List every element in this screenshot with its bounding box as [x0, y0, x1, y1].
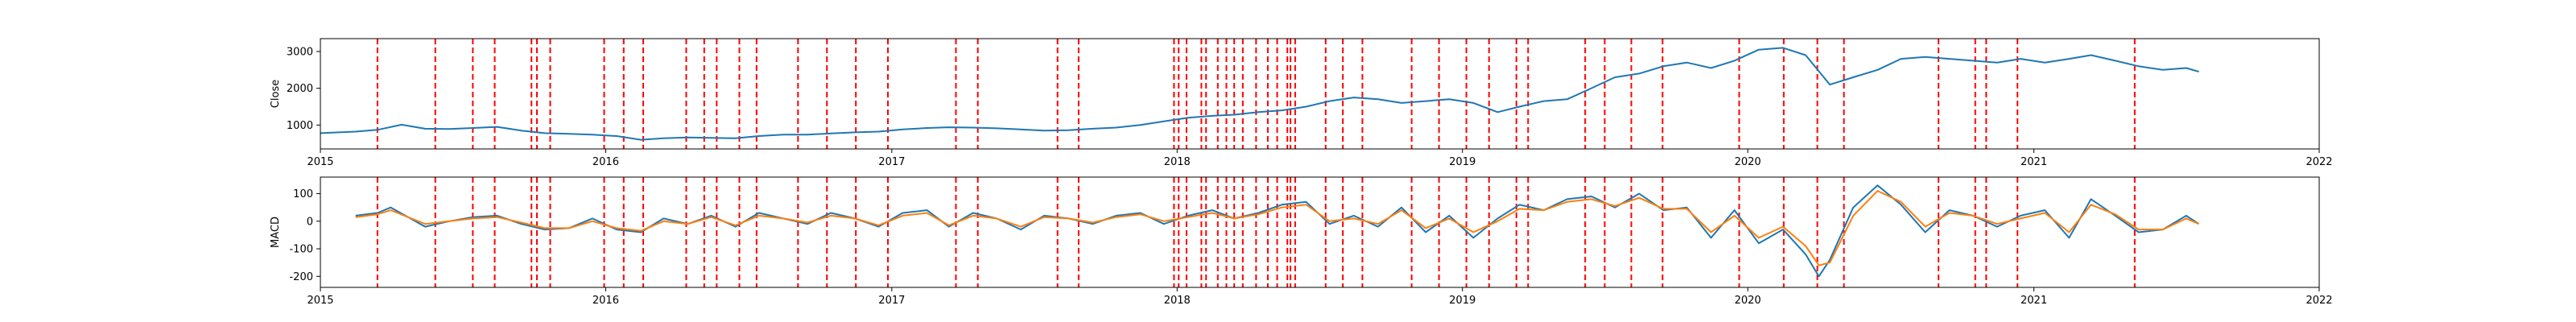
- macd-event-lines: [376, 177, 2136, 287]
- macd-x-tick-label: 2018: [1164, 295, 1191, 307]
- close-x-axis: 2015 2016 2017 2018 2019 2020 2021 2022: [307, 149, 2333, 168]
- macd-y-axis: -200 -100 0 100: [289, 188, 320, 283]
- macd-series-group: [355, 184, 2200, 278]
- macd-y-tick-label: 100: [293, 188, 313, 200]
- close-x-tick-label: 2016: [592, 156, 619, 168]
- macd-panel: 2015 2016 2017 2018 2019 2020 2021 2022 -200 -10…: [270, 176, 2333, 307]
- macd-y-axis-label: MACD: [270, 217, 282, 248]
- macd-x-axis: 2015 2016 2017 2018 2019 2020 2021 2022: [307, 287, 2333, 307]
- macd-x-tick-label: 2015: [307, 295, 333, 307]
- macd-x-tick-label: 2022: [2306, 295, 2332, 307]
- close-x-tick-label: 2021: [2021, 156, 2047, 168]
- close-x-tick-label: 2019: [1449, 156, 1476, 168]
- macd-x-tick-label: 2021: [2021, 295, 2047, 307]
- close-x-tick-label: 2017: [878, 156, 905, 168]
- macd-x-tick-label: 2017: [878, 295, 905, 307]
- close-x-tick-label: 2018: [1164, 156, 1191, 168]
- macd-x-tick-label: 2020: [1735, 295, 1761, 307]
- close-series-group: [320, 47, 2199, 141]
- close-event-lines: [376, 39, 2136, 149]
- close-y-axis-label: Close: [270, 80, 282, 108]
- close-line: [320, 47, 2199, 141]
- close-x-tick-label: 2015: [307, 156, 333, 168]
- close-y-axis: 1000 2000 3000: [287, 46, 320, 132]
- close-y-tick-label: 2000: [287, 83, 313, 95]
- close-x-tick-label: 2020: [1735, 156, 1761, 168]
- close-y-tick-label: 1000: [287, 120, 313, 132]
- macd-y-tick-label: -200: [289, 271, 313, 283]
- close-price-panel: 2015 2016 2017 2018 2019 2020 2021 2022 1000 200…: [270, 38, 2333, 168]
- macd-y-tick-label: 0: [307, 216, 313, 228]
- close-x-tick-label: 2022: [2306, 156, 2332, 168]
- macd-axes-frame: [320, 176, 2320, 288]
- signal-line: [355, 190, 2199, 266]
- close-axes-frame: [320, 38, 2320, 150]
- macd-y-tick-label: -100: [289, 244, 313, 256]
- macd-x-tick-label: 2016: [592, 295, 619, 307]
- macd-x-tick-label: 2019: [1449, 295, 1476, 307]
- close-y-tick-label: 3000: [287, 46, 313, 58]
- macd-line: [355, 184, 2200, 278]
